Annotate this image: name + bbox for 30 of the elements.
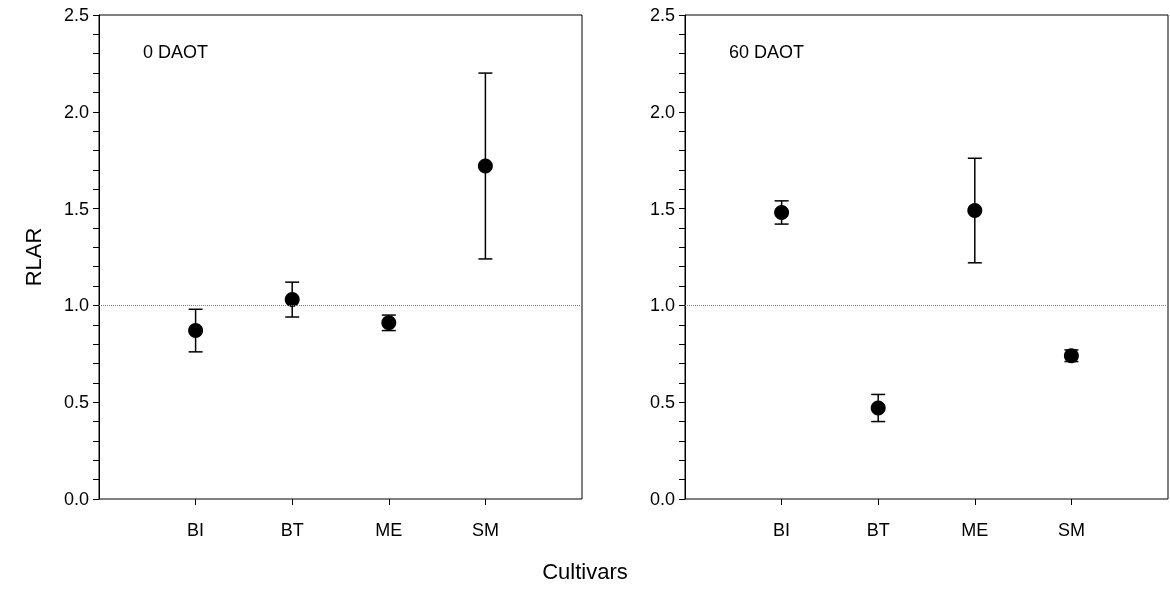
y-tick-label: 2.0 xyxy=(63,101,89,122)
x-tick-label: SM xyxy=(471,520,499,540)
x-tick-label: BI xyxy=(773,520,791,540)
annotation: 0 DAOT xyxy=(143,42,209,62)
x-tick-label: BT xyxy=(280,520,304,540)
y-tick-label: 1.5 xyxy=(649,198,675,219)
point xyxy=(477,158,493,174)
x-tick-label: BT xyxy=(866,520,890,540)
x-tick-label: ME xyxy=(375,520,403,540)
y-tick-label: 2.5 xyxy=(63,5,89,25)
y-tick-label: 1.5 xyxy=(63,198,89,219)
y-tick-label: 1.0 xyxy=(63,295,89,316)
y-tick-label: 2.5 xyxy=(649,5,675,25)
x-tick-label: SM xyxy=(1057,520,1085,540)
y-tick-label: 1.0 xyxy=(649,295,675,316)
point xyxy=(870,400,886,416)
y-tick-label: 2.0 xyxy=(649,101,675,122)
annotation: 60 DAOT xyxy=(729,42,805,62)
y-tick-label: 0.5 xyxy=(63,392,89,413)
point xyxy=(967,203,983,219)
x-tick-label: ME xyxy=(961,520,989,540)
y-tick-label: 0.5 xyxy=(649,392,675,413)
y-axis-title: RLAR xyxy=(20,227,46,287)
y-tick-label: 0.0 xyxy=(63,489,89,509)
x-tick-label: BI xyxy=(187,520,205,540)
point xyxy=(774,204,790,220)
point xyxy=(284,292,300,308)
x-axis-title: Cultivars xyxy=(542,558,628,584)
point xyxy=(188,323,204,339)
y-tick-label: 0.0 xyxy=(649,489,675,509)
